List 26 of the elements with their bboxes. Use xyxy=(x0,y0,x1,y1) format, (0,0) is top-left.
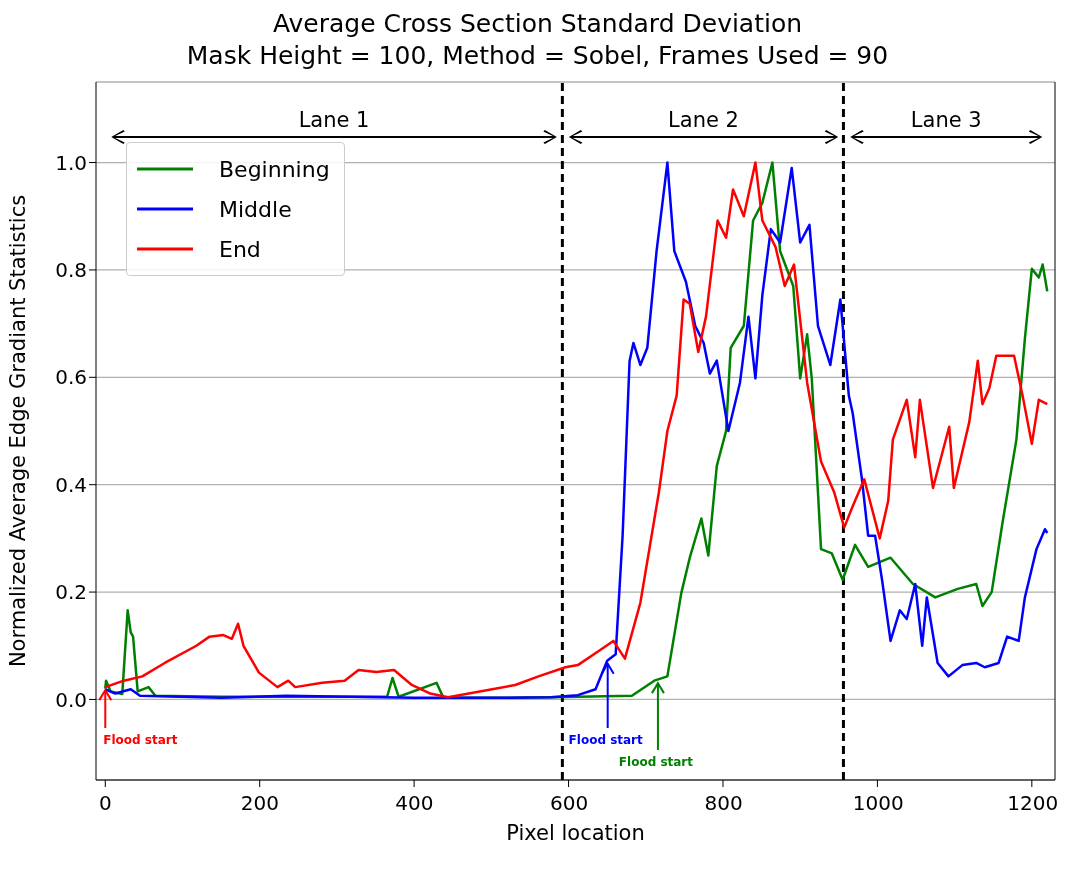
x-tick-label: 800 xyxy=(704,791,743,815)
annotation: Flood start xyxy=(103,733,178,747)
y-tick-label: 1.0 xyxy=(55,150,87,175)
x-tick-label: 200 xyxy=(240,791,279,815)
x-tick-label: 1000 xyxy=(852,791,904,815)
x-tick-label: 0 xyxy=(98,791,112,815)
y-tick-label: 0.8 xyxy=(55,258,87,283)
annotation: Flood start xyxy=(618,755,694,769)
annotation: Flood start xyxy=(568,733,644,747)
x-tick-label: 400 xyxy=(395,791,434,815)
legend-label: Beginning xyxy=(219,156,330,182)
chart-title: Average Cross Section Standard Deviation xyxy=(271,8,804,40)
annotation: Lane 2 xyxy=(668,108,739,132)
y-tick-label: 0.4 xyxy=(55,472,87,497)
annotation: Lane 3 xyxy=(910,108,982,132)
y-axis-title: Normalized Average Edge Gradiant Statistics xyxy=(6,194,31,668)
chart-subtitle: Mask Height = 100, Method = Sobel, Frames Used = 90 xyxy=(185,40,890,72)
y-tick-label: 0.0 xyxy=(55,687,87,712)
x-tick-label: 1200 xyxy=(1007,791,1059,815)
x-tick-label: 600 xyxy=(549,791,589,815)
x-axis-title: Pixel location xyxy=(506,821,645,845)
y-tick-label: 0.6 xyxy=(55,365,87,390)
annotation: Lane 1 xyxy=(298,108,370,132)
legend-label: End xyxy=(219,236,261,262)
legend-label: Middle xyxy=(219,196,292,222)
y-tick-label: 0.2 xyxy=(55,580,87,605)
